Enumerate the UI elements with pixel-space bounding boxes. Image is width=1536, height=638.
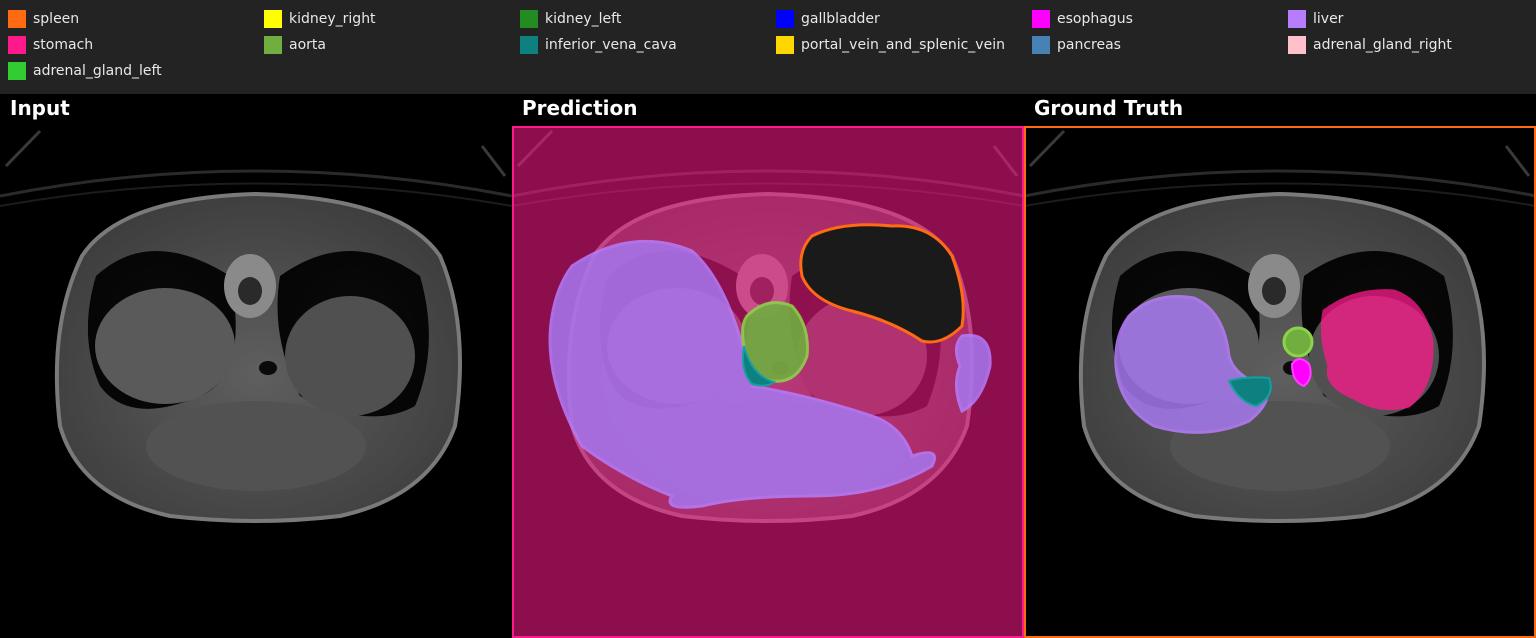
ground-truth-panel	[1024, 126, 1536, 638]
prediction-panel-title: Prediction	[522, 96, 638, 120]
legend-swatch	[8, 10, 26, 28]
legend-swatch	[776, 10, 794, 28]
legend-item-kidney-right: kidney_right	[264, 8, 376, 30]
legend-label: kidney_right	[289, 11, 376, 27]
legend-label: adrenal_gland_left	[33, 63, 162, 79]
legend-swatch	[1288, 10, 1306, 28]
legend-label: esophagus	[1057, 11, 1133, 27]
legend-swatch	[1288, 36, 1306, 54]
legend-swatch	[1032, 10, 1050, 28]
ct-scan-image	[0, 126, 512, 638]
legend-label: adrenal_gland_right	[1313, 37, 1452, 53]
input-panel-title: Input	[10, 96, 70, 120]
legend-swatch	[8, 62, 26, 80]
prediction-panel	[512, 126, 1024, 638]
input-panel	[0, 126, 512, 638]
inferior-vena-cava-mask	[742, 345, 777, 387]
legend-swatch	[776, 36, 794, 54]
legend-label: pancreas	[1057, 37, 1121, 53]
prediction-overlay-image	[512, 126, 1024, 638]
spleen-mask	[799, 223, 965, 344]
legend-swatch	[520, 36, 538, 54]
legend-item-spleen: spleen	[8, 8, 79, 30]
legend-label: liver	[1313, 11, 1344, 27]
stomach-mask	[1320, 289, 1434, 411]
esophagus-mask	[1290, 358, 1312, 388]
legend-item-pancreas: pancreas	[1032, 34, 1121, 56]
legend-label: spleen	[33, 11, 80, 27]
ground-truth-border	[1024, 126, 1536, 638]
prediction-border	[512, 126, 1024, 638]
legend-item-inferior-vena-cava: inferior_vena_cava	[520, 34, 677, 56]
legend-label: kidney_left	[545, 11, 622, 27]
legend-item-esophagus: esophagus	[1032, 8, 1133, 30]
legend-item-adrenal-gland-right: adrenal_gland_right	[1288, 34, 1452, 56]
liver-mask	[1114, 294, 1269, 434]
legend-label: inferior_vena_cava	[545, 37, 677, 53]
legend-item-stomach: stomach	[8, 34, 93, 56]
ground-truth-overlay-image	[1024, 126, 1536, 638]
liver-mask	[548, 239, 936, 509]
legend-item-aorta: aorta	[264, 34, 326, 56]
legend-label: stomach	[33, 37, 94, 53]
legend-label: gallbladder	[801, 11, 880, 27]
inferior-vena-cava-mask	[1227, 376, 1272, 408]
legend-item-gallbladder: gallbladder	[776, 8, 880, 30]
ground-truth-panel-title: Ground Truth	[1034, 96, 1184, 120]
legend-swatch	[264, 10, 282, 28]
legend-swatch	[264, 36, 282, 54]
legend: spleen kidney_right kidney_left gallblad…	[0, 0, 1536, 94]
legend-item-kidney-left: kidney_left	[520, 8, 621, 30]
legend-label: portal_vein_and_splenic_vein	[801, 37, 1005, 53]
legend-label: aorta	[289, 37, 326, 53]
legend-swatch	[8, 36, 26, 54]
liver-mask-right	[955, 333, 992, 414]
aorta-mask	[1282, 326, 1314, 358]
legend-item-adrenal-gland-left: adrenal_gland_left	[8, 60, 162, 82]
legend-item-liver: liver	[1288, 8, 1343, 30]
aorta-mask	[741, 301, 809, 383]
legend-item-portal-vein: portal_vein_and_splenic_vein	[776, 34, 1005, 56]
legend-swatch	[520, 10, 538, 28]
legend-swatch	[1032, 36, 1050, 54]
ct-slice	[0, 126, 512, 638]
